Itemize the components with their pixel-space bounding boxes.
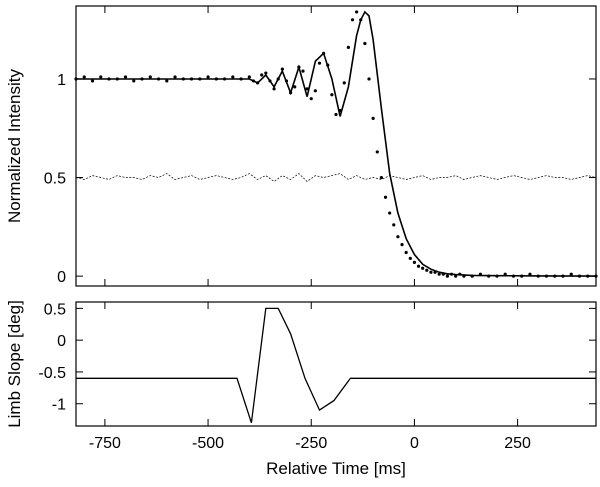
top-data-point — [392, 223, 396, 227]
top-data-point — [528, 272, 532, 276]
top-plot-area — [74, 10, 598, 278]
top-panel: 00.51 Normalized Intensity — [5, 5, 598, 287]
top-y-tick-label: 1 — [57, 72, 66, 89]
bottom-ticks: -750 -500 -250 0 250 -1 -0.5 0 0.5 — [38, 301, 596, 452]
bottom-y-tick-label: 0 — [57, 333, 66, 350]
top-data-point — [437, 272, 441, 276]
top-data-point — [264, 71, 268, 75]
top-data-point — [173, 75, 177, 79]
bottom-y-axis-label: Limb Slope [deg] — [5, 300, 24, 428]
residual-line — [75, 173, 597, 182]
bottom-y-tick-label: -0.5 — [38, 365, 66, 382]
top-data-point — [82, 75, 86, 79]
top-data-point — [260, 73, 264, 77]
top-data-point — [99, 75, 103, 79]
top-data-point — [388, 211, 392, 215]
top-data-point — [355, 10, 359, 14]
top-data-point — [412, 260, 417, 264]
top-data-point — [400, 242, 404, 247]
top-data-point — [132, 79, 136, 83]
top-data-point — [305, 87, 309, 91]
top-data-point — [313, 89, 317, 93]
top-data-point — [301, 69, 305, 73]
top-data-point — [293, 85, 297, 89]
top-data-point — [396, 235, 400, 239]
top-data-point — [342, 81, 346, 85]
top-data-point — [148, 75, 152, 79]
top-data-point — [375, 150, 379, 154]
top-y-axis-label: Normalized Intensity — [5, 69, 24, 224]
bottom-plot-area — [76, 307, 596, 424]
top-data-point — [429, 270, 433, 274]
top-data-point — [309, 97, 313, 101]
fit-line — [76, 10, 597, 277]
bottom-panel: -750 -500 -250 0 250 -1 -0.5 0 0.5 Limb Slope [d… — [5, 300, 597, 478]
limb-slope-line — [76, 307, 596, 424]
top-data-point — [425, 268, 429, 272]
top-data-point — [408, 256, 412, 260]
top-data-point — [445, 274, 450, 278]
top-data-point — [317, 61, 322, 65]
bottom-y-tick-label: -1 — [52, 397, 66, 414]
x-tick-label: -500 — [192, 435, 224, 452]
top-data-point — [231, 75, 235, 79]
top-data-point — [383, 195, 388, 199]
top-data-point — [272, 87, 276, 91]
top-data-point — [330, 93, 334, 97]
top-data-point — [363, 41, 367, 46]
top-data-point — [371, 116, 375, 120]
top-data-point — [404, 250, 408, 255]
top-ticks: 00.51 — [44, 6, 596, 286]
top-data-point — [350, 18, 355, 22]
top-data-point — [123, 75, 128, 79]
top-data-point — [379, 175, 383, 180]
top-data-point — [90, 79, 95, 83]
top-data-point — [334, 112, 338, 117]
bottom-panel-frame — [75, 301, 597, 427]
x-tick-label: -250 — [295, 435, 327, 452]
x-tick-label: -750 — [89, 435, 121, 452]
top-data-point — [569, 272, 573, 276]
top-y-tick-label: 0.5 — [44, 171, 66, 188]
top-y-tick-label: 0 — [57, 269, 66, 286]
top-data-point — [280, 67, 284, 71]
top-data-point — [247, 75, 251, 79]
top-data-point — [206, 75, 210, 79]
top-data-point — [421, 266, 425, 270]
bottom-y-tick-label: 0.5 — [44, 301, 66, 318]
x-tick-label: 250 — [504, 435, 531, 452]
top-data-point — [165, 79, 169, 83]
top-data-point — [416, 264, 421, 268]
x-axis-label: Relative Time [ms] — [266, 459, 406, 478]
top-data-point — [346, 45, 350, 50]
top-panel-frame — [75, 5, 597, 287]
top-data-point — [367, 77, 371, 81]
x-tick-label: 0 — [410, 435, 419, 452]
